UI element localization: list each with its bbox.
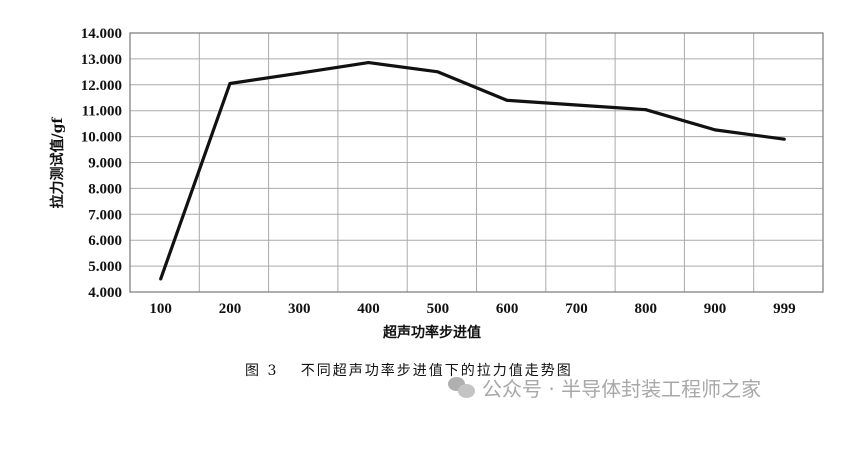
- y-tick-label: 6.000: [88, 233, 122, 249]
- watermark-text: 公众号 · 半导体封装工程师之家: [482, 377, 762, 401]
- x-tick-label: 999: [773, 301, 796, 317]
- x-tick-label: 900: [704, 301, 727, 317]
- wechat-icon: [448, 376, 476, 399]
- x-tick-label: 100: [149, 301, 172, 317]
- data-point: [574, 103, 578, 107]
- data-point: [436, 70, 440, 74]
- y-tick-label: 13.000: [81, 52, 122, 68]
- series: [159, 60, 786, 281]
- y-axis-ticks: 4.000 5.000 6.000 7.000 8.000 9.000 10.000 11.0…: [81, 26, 122, 301]
- x-tick-label: 300: [288, 301, 311, 317]
- x-tick-label: 500: [427, 301, 450, 317]
- y-tick-label: 5.000: [88, 259, 122, 275]
- line-chart: 4.000 5.000 6.000 7.000 8.000 9.000 10.000 11.0…: [49, 26, 824, 341]
- x-tick-label: 200: [219, 301, 242, 317]
- plot-border: [129, 32, 824, 293]
- data-point: [159, 277, 163, 281]
- data-point: [713, 128, 717, 132]
- y-tick-label: 14.000: [81, 26, 122, 42]
- data-point: [367, 61, 371, 65]
- y-tick-label: 8.000: [88, 181, 122, 197]
- data-point: [228, 82, 232, 86]
- y-tick-label: 4.000: [88, 285, 122, 301]
- data-point: [782, 137, 786, 141]
- y-axis-label: 拉力测试值/gf: [49, 117, 66, 209]
- y-tick-label: 10.000: [81, 130, 122, 146]
- x-axis-label: 超声功率步进值: [382, 324, 481, 341]
- y-tick-label: 9.000: [88, 156, 122, 172]
- y-tick-label: 11.000: [82, 104, 122, 120]
- watermark: 公众号 · 半导体封装工程师之家: [448, 373, 761, 402]
- y-tick-label: 12.000: [81, 78, 122, 94]
- x-axis-ticks: 100 200 300 400 500 600 700 800 900 999: [149, 301, 795, 317]
- x-tick-label: 700: [565, 301, 588, 317]
- x-tick-label: 800: [635, 301, 658, 317]
- y-tick-label: 7.000: [88, 207, 122, 223]
- data-point: [644, 108, 648, 112]
- x-tick-label: 600: [496, 301, 519, 317]
- grid: [129, 32, 824, 293]
- data-point: [505, 98, 509, 102]
- x-tick-label: 400: [357, 301, 380, 317]
- data-point: [297, 71, 301, 75]
- series-line: [159, 60, 785, 280]
- figure-caption: 图 3 不同超声功率步进值下的拉力值走势图: [245, 363, 573, 379]
